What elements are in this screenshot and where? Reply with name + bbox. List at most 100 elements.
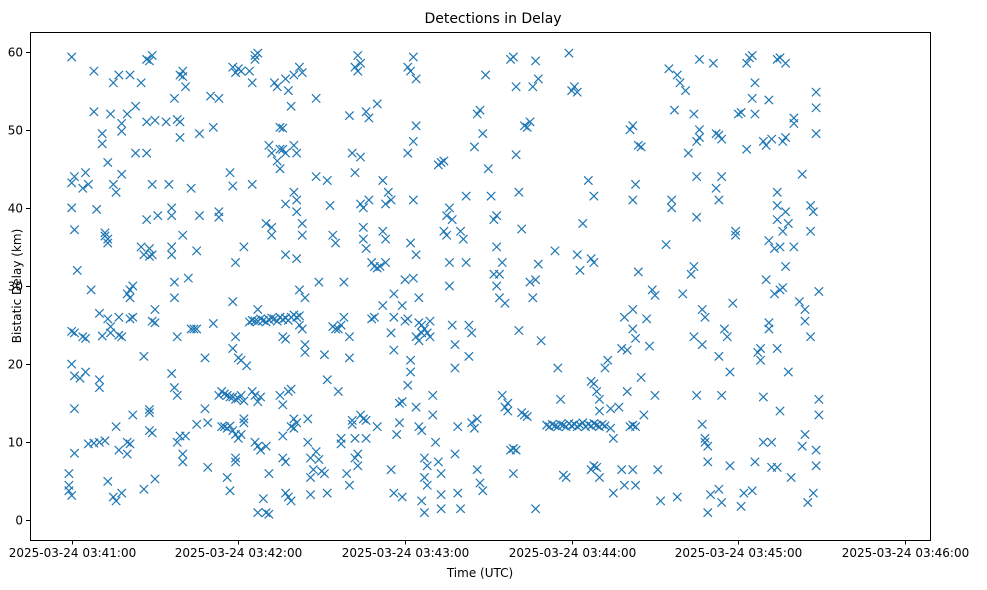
data-point xyxy=(692,212,702,222)
data-point xyxy=(453,422,463,432)
data-point xyxy=(225,168,235,178)
data-point xyxy=(469,142,480,152)
data-point xyxy=(597,419,607,429)
data-point xyxy=(783,367,793,377)
data-point xyxy=(372,99,382,109)
data-point xyxy=(78,332,88,342)
data-point xyxy=(67,203,77,213)
data-point xyxy=(97,128,107,139)
data-point xyxy=(128,312,138,322)
data-point xyxy=(811,445,821,455)
data-point xyxy=(530,275,541,285)
data-point xyxy=(108,78,118,88)
data-point xyxy=(708,58,718,68)
data-point xyxy=(372,263,382,273)
data-point xyxy=(436,504,446,514)
data-point xyxy=(136,242,146,252)
data-point xyxy=(589,461,599,471)
data-point xyxy=(69,171,80,182)
data-point xyxy=(255,392,266,402)
data-point xyxy=(172,332,182,342)
data-point xyxy=(264,509,274,519)
data-point xyxy=(458,234,468,244)
data-point xyxy=(80,367,91,377)
data-point xyxy=(97,139,107,149)
data-point xyxy=(114,445,124,455)
data-point xyxy=(94,437,105,447)
data-point xyxy=(361,107,371,117)
data-point xyxy=(364,113,374,123)
data-point xyxy=(503,406,513,416)
data-point xyxy=(386,465,396,475)
data-point xyxy=(108,492,118,502)
data-point xyxy=(230,332,241,342)
data-point xyxy=(592,386,602,397)
data-point xyxy=(650,390,660,401)
data-point xyxy=(117,169,127,179)
data-point xyxy=(528,293,538,303)
x-tick-label: 2025-03-24 03:44:00 xyxy=(509,546,636,560)
data-point xyxy=(267,230,277,240)
data-point xyxy=(292,418,302,428)
data-point xyxy=(550,246,560,256)
data-point xyxy=(142,54,152,64)
data-point xyxy=(286,101,296,111)
data-point xyxy=(750,457,760,467)
data-point xyxy=(169,93,180,104)
data-point xyxy=(678,289,688,299)
data-point xyxy=(311,93,321,104)
data-point xyxy=(480,70,491,80)
data-point xyxy=(400,275,410,285)
data-point xyxy=(419,453,430,463)
data-point xyxy=(742,144,752,154)
data-point xyxy=(236,390,246,401)
data-point xyxy=(267,313,277,323)
data-point xyxy=(100,228,110,238)
data-point xyxy=(500,402,510,412)
x-tick-label: 2025-03-24 03:42:00 xyxy=(175,546,302,560)
data-point xyxy=(525,277,535,287)
data-point xyxy=(100,231,110,241)
data-point xyxy=(628,195,638,205)
data-point xyxy=(286,384,296,394)
data-point xyxy=(397,300,407,311)
data-point xyxy=(444,203,455,213)
data-point xyxy=(205,91,216,101)
data-point xyxy=(492,281,502,291)
data-point xyxy=(436,468,446,479)
data-point xyxy=(761,275,771,285)
data-point xyxy=(655,496,666,506)
data-point xyxy=(292,195,302,205)
data-point xyxy=(703,508,713,518)
data-point xyxy=(428,410,438,420)
data-point xyxy=(292,148,302,158)
data-point xyxy=(150,304,160,315)
data-point xyxy=(380,199,391,209)
data-point xyxy=(692,390,702,401)
data-point xyxy=(344,480,355,490)
data-point xyxy=(419,324,430,334)
data-point xyxy=(461,191,471,201)
data-point xyxy=(147,179,157,190)
data-point xyxy=(361,433,371,444)
data-point xyxy=(280,250,291,260)
data-point xyxy=(300,339,310,350)
data-point xyxy=(589,191,599,201)
data-point xyxy=(300,293,310,303)
data-point xyxy=(503,398,513,408)
data-point xyxy=(289,70,299,80)
data-point xyxy=(350,433,360,444)
data-point xyxy=(775,242,785,252)
data-point xyxy=(714,351,724,361)
data-point xyxy=(275,390,285,401)
data-point xyxy=(450,449,460,459)
data-point xyxy=(353,449,363,459)
data-point xyxy=(411,402,421,412)
data-point xyxy=(225,486,235,496)
data-point xyxy=(280,457,291,467)
data-point xyxy=(725,461,735,471)
data-point xyxy=(772,343,782,354)
data-point xyxy=(167,250,177,260)
data-point xyxy=(330,238,341,248)
data-point xyxy=(122,109,132,119)
